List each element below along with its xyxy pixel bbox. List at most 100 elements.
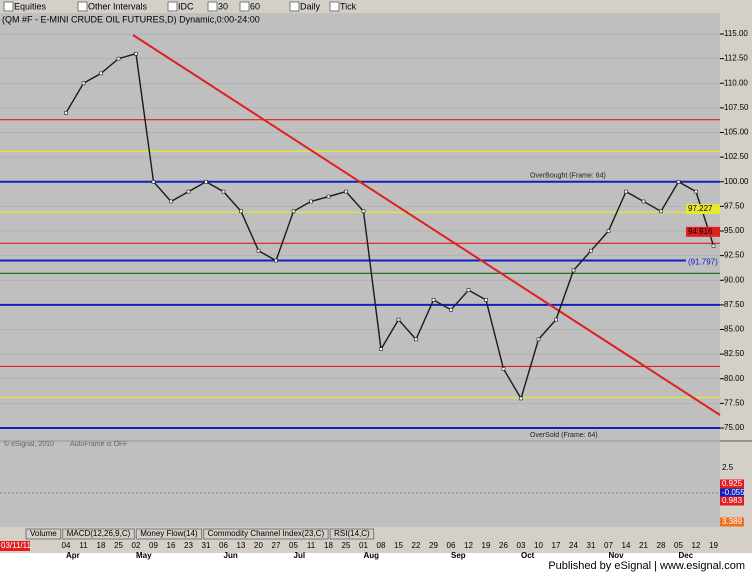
price-point [519,396,523,401]
price-point [694,189,698,194]
toolbar-label[interactable]: Equities [14,1,47,11]
x-tick-label: 24 [569,541,578,550]
x-tick-label: 17 [552,541,561,550]
x-tick-label: 25 [114,541,123,550]
toolbar-button[interactable] [167,1,178,12]
x-tick-label: 03 [517,541,526,550]
price-point [414,337,418,342]
price-point [361,209,366,214]
indicator-tab[interactable]: Money Flow(14) [140,529,198,538]
y-tick-label: 95.00 [724,226,745,235]
month-label: Sep [451,551,466,560]
toolbar-label[interactable]: 60 [250,1,260,11]
x-tick-label: 29 [429,541,438,550]
price-point [379,347,383,352]
indicator-tab[interactable]: Volume [30,529,57,538]
start-date: 03/11/11 [1,541,32,550]
toolbar-button[interactable] [207,1,218,12]
price-point [116,56,121,61]
tab-frame[interactable] [135,528,203,540]
annotation: © eSignal, 2010 [4,440,54,448]
x-tick-label: 27 [272,541,281,550]
x-tick-label: 07 [604,541,613,550]
toolbar-label[interactable]: IDC [178,1,194,11]
x-tick-label: 19 [709,541,718,550]
indicator-tab[interactable]: Commodity Channel Index(23,C) [208,529,325,538]
x-tick-label: 11 [307,541,316,550]
month-label: Jul [294,551,306,560]
chart-title: (QM #F - E-MINI CRUDE OIL FUTURES,D) Dyn… [2,14,260,24]
price-line [65,52,715,401]
x-tick-label: 20 [254,541,263,550]
x-tick-label: 05 [674,541,683,550]
month-label: Dec [679,551,694,560]
footer-bar [0,553,752,575]
month-label: Nov [609,551,625,560]
price-point [641,199,646,204]
price-point [186,189,191,194]
x-tick-label: 06 [447,541,456,550]
toolbar-label[interactable]: 30 [218,1,228,11]
y-tick-label: 102.50 [724,152,749,161]
x-tick-label: 23 [184,541,193,550]
macd-value: -0.055 [722,488,745,497]
price-point [309,199,313,204]
trend-line [132,34,721,416]
y-tick-label: 100.00 [724,177,749,186]
tab-frame[interactable] [62,528,135,540]
x-tick-label: 18 [324,541,333,550]
price-point [711,243,716,248]
y-tick-label: 115.00 [724,29,748,38]
price-axis [720,13,752,527]
tab-frame[interactable] [25,528,62,540]
toolbar-button[interactable] [239,1,250,12]
macd-value-box [720,488,744,498]
y-tick-label: 90.00 [724,275,745,284]
y-tick-label: 92.50 [724,251,745,260]
start-date-box [0,541,30,551]
toolbar [0,0,752,13]
x-tick-label: 22 [412,541,421,550]
x-tick-label: 18 [97,541,106,550]
macd-value: 0.925 [722,479,743,488]
x-tick-label: 04 [62,541,71,550]
price-point [344,189,348,194]
price-point [676,179,681,184]
x-tick-label: 09 [149,541,158,550]
toolbar-button[interactable] [329,1,340,12]
price-point [274,258,278,263]
toolbar-label[interactable]: Other Intervals [88,1,148,11]
price-point [624,189,628,194]
price-label-box [686,226,720,237]
toolbar-label[interactable]: Tick [340,1,357,11]
price-label: 94.916 [688,227,713,236]
y-tick-label: 110.00 [724,78,748,87]
price-point [396,317,401,322]
price-point [571,268,576,273]
footer: Published by eSignal | www.esignal.com [548,560,745,572]
y-tick-label: 80.00 [724,374,745,383]
toolbar-label[interactable]: Daily [300,1,321,11]
x-tick-label: 01 [359,541,368,550]
price-point [256,248,261,253]
annotation: OverSold (Frame: 64) [530,432,598,439]
y-tick-label: 97.50 [724,201,745,210]
annotation: AutoFrame is OFF [70,441,128,448]
price-point [431,298,436,302]
macd-value: 2.5 [722,463,734,472]
macd-value: 3.389 [722,517,743,526]
x-tick-label: 25 [342,541,351,550]
price-label: (91.797) [688,258,718,267]
x-tick-label: 08 [377,541,386,550]
indicator-tab[interactable]: RSI(14,C) [334,529,370,538]
price-point [589,248,593,253]
tab-frame[interactable] [329,528,375,540]
toolbar-button[interactable] [77,1,88,12]
toolbar-button[interactable] [289,1,300,12]
toolbar-button[interactable] [3,1,14,12]
indicator-tab[interactable]: MACD(12,26,9,C) [67,529,131,538]
price-point [99,71,103,76]
x-tick-label: 10 [534,541,543,550]
x-tick-label: 21 [639,541,648,550]
tab-frame[interactable] [203,528,329,540]
